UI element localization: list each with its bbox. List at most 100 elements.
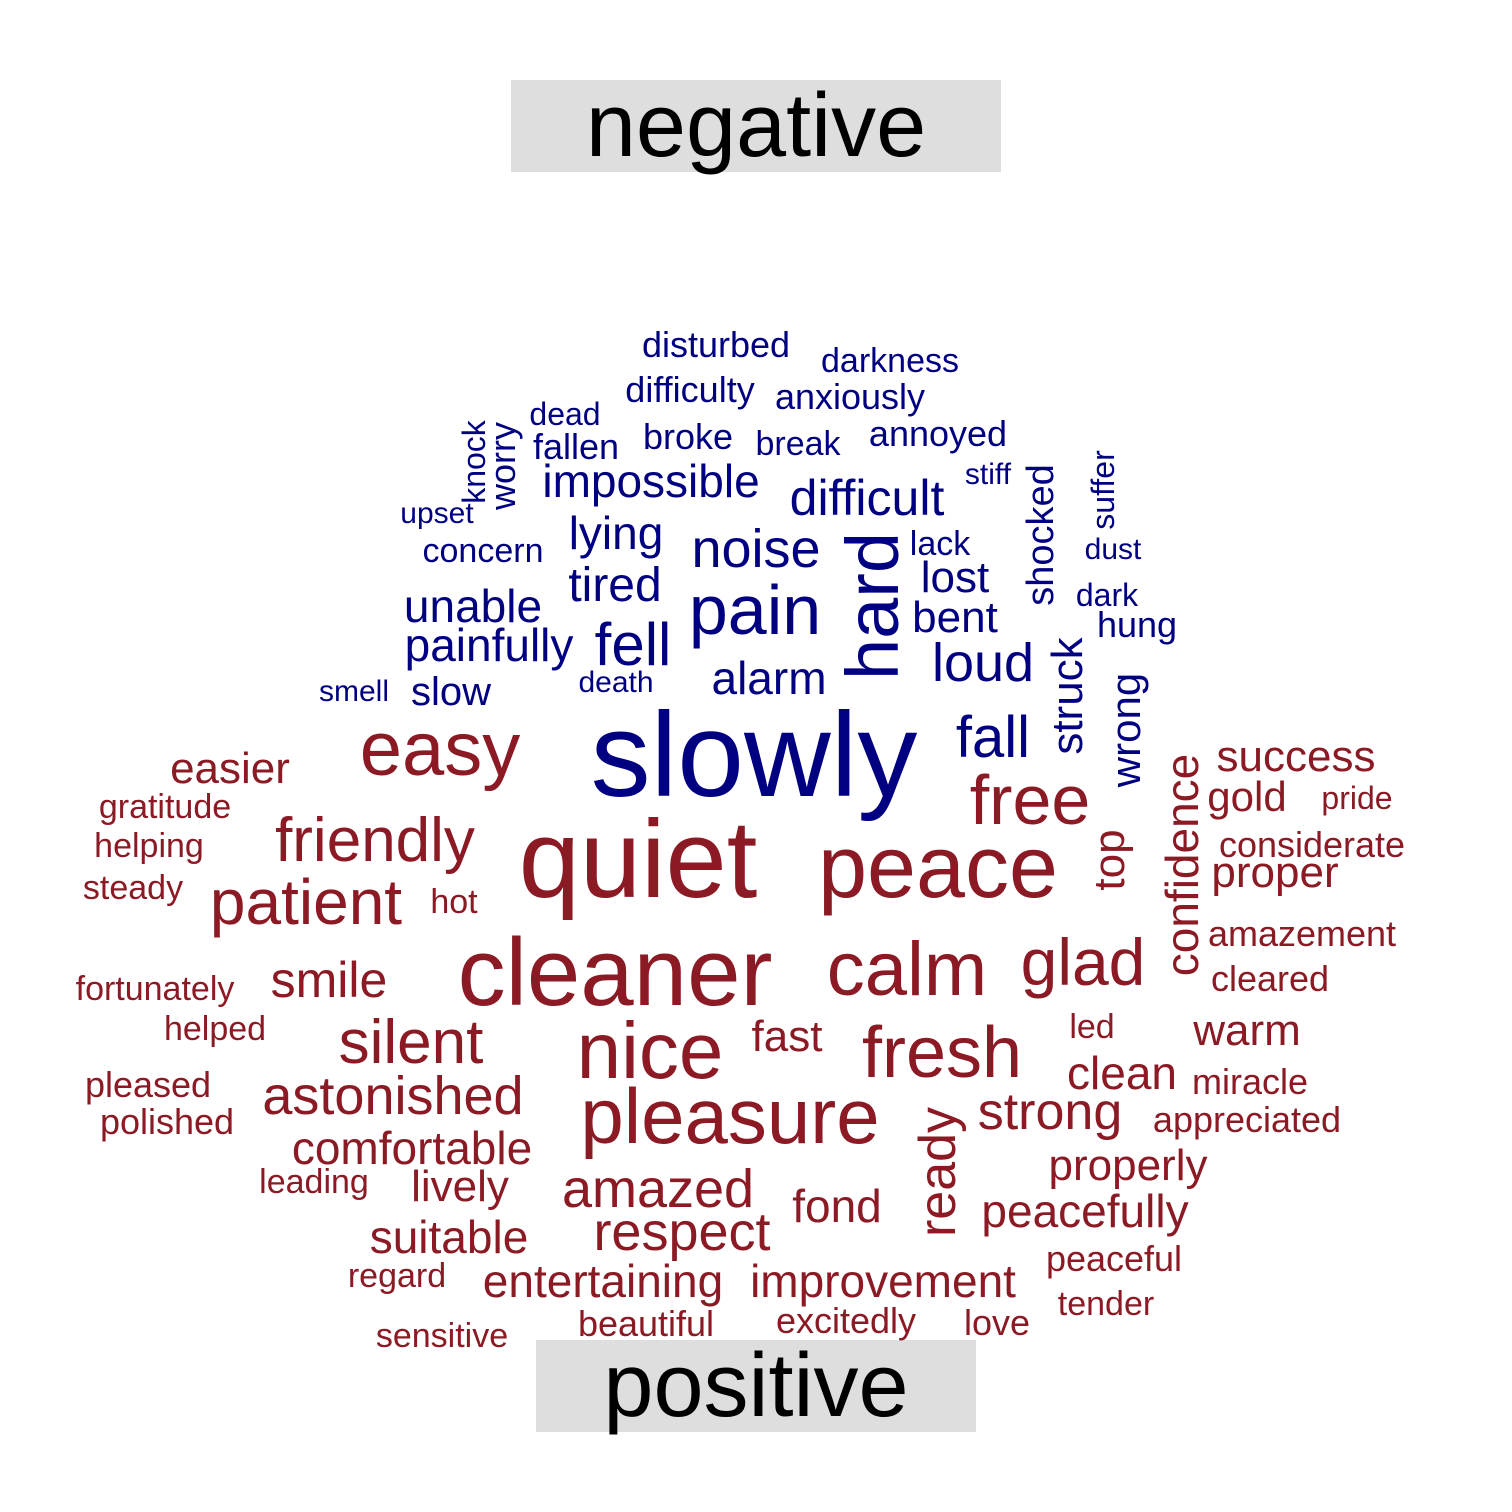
word-negative-pain: pain <box>688 571 822 649</box>
word-negative-death: death <box>578 666 654 699</box>
word-positive-silent: silent <box>338 1008 484 1077</box>
negative-label-box: negative <box>511 80 1001 172</box>
word-positive-clean: clean <box>1067 1047 1177 1099</box>
word-negative-slowly: slowly <box>590 688 918 822</box>
word-negative-slow: slow <box>410 670 492 714</box>
word-positive-nice: nice <box>576 1006 724 1095</box>
word-positive-smile: smile <box>270 952 388 1008</box>
word-negative-fallen: fallen <box>532 426 620 467</box>
word-negative-bent: bent <box>912 593 998 642</box>
word-negative-loud: loud <box>931 633 1035 693</box>
positive-label: positive <box>603 1336 909 1436</box>
word-positive-considerate: considerate <box>1218 824 1406 865</box>
word-positive-peacefully: peacefully <box>981 1185 1189 1237</box>
word-negative-wrong: wrong <box>1102 672 1149 788</box>
word-positive-regard: regard <box>347 1257 447 1295</box>
word-positive-pride: pride <box>1321 780 1393 816</box>
word-positive-helping: helping <box>94 827 204 865</box>
word-negative-dust: dust <box>1084 533 1142 566</box>
word-negative-difficult: difficult <box>789 470 945 526</box>
word-negative-suffer: suffer <box>1085 450 1121 530</box>
word-negative-painfully: painfully <box>404 619 574 671</box>
word-negative-hung: hung <box>1096 604 1178 645</box>
word-positive-excitedly: excitedly <box>775 1300 917 1341</box>
word-positive-improvement: improvement <box>750 1255 1016 1307</box>
word-positive-ready: ready <box>909 1106 967 1238</box>
word-negative-hard: hard <box>831 531 914 681</box>
word-positive-cleared: cleared <box>1210 958 1330 999</box>
word-negative-dead: dead <box>529 396 601 432</box>
word-positive-easier: easier <box>170 744 290 793</box>
word-negative-tired: tired <box>568 559 662 612</box>
negative-label: negative <box>585 76 927 176</box>
word-negative-lying: lying <box>568 507 664 559</box>
word-negative-noise: noise <box>691 519 821 579</box>
word-negative-alarm: alarm <box>711 652 827 704</box>
word-positive-strong: strong <box>977 1083 1123 1141</box>
word-positive-steady: steady <box>82 869 184 907</box>
word-positive-friendly: friendly <box>275 806 475 875</box>
word-positive-properly: properly <box>1048 1141 1208 1190</box>
word-positive-fresh: fresh <box>861 1013 1023 1093</box>
word-positive-confidence: confidence <box>1156 753 1208 977</box>
word-negative-difficulty: difficulty <box>625 369 755 410</box>
word-positive-success: success <box>1216 732 1376 781</box>
word-positive-led: led <box>1069 1008 1115 1046</box>
word-positive-easy: easy <box>359 707 521 792</box>
word-positive-top: top <box>1085 829 1134 891</box>
word-positive-cleaner: cleaner <box>457 919 773 1026</box>
word-negative-anxiously: anxiously <box>774 376 926 417</box>
word-negative-annoyed: annoyed <box>868 413 1008 454</box>
word-positive-hot: hot <box>430 883 478 921</box>
word-positive-patient: patient <box>209 866 403 938</box>
word-negative-struck: struck <box>1043 637 1092 755</box>
word-negative-broke: broke <box>642 416 734 457</box>
word-positive-pleasure: pleasure <box>580 1072 880 1160</box>
word-positive-peaceful: peaceful <box>1045 1238 1183 1279</box>
word-positive-proper: proper <box>1211 848 1339 897</box>
word-positive-fond: fond <box>792 1180 882 1232</box>
word-positive-entertaining: entertaining <box>482 1255 724 1307</box>
word-negative-disturbed: disturbed <box>641 324 791 365</box>
word-positive-helped: helped <box>163 1010 267 1048</box>
word-negative-fell: fell <box>594 611 672 678</box>
positive-label-box: positive <box>536 1340 976 1432</box>
word-negative-fall: fall <box>955 705 1031 770</box>
word-negative-lost: lost <box>920 553 990 602</box>
word-positive-lively: lively <box>411 1162 509 1211</box>
word-negative-shocked: shocked <box>1020 464 1062 606</box>
word-positive-fast: fast <box>751 1012 823 1061</box>
word-negative-worry: worry <box>482 422 523 510</box>
word-positive-glad: glad <box>1020 925 1146 999</box>
word-positive-gold: gold <box>1207 773 1287 820</box>
word-positive-fortunately: fortunately <box>75 970 235 1008</box>
word-negative-darkness: darkness <box>821 342 959 380</box>
word-positive-respect: respect <box>593 1202 771 1262</box>
word-negative-dark: dark <box>1075 577 1139 613</box>
word-positive-leading: leading <box>259 1163 369 1201</box>
word-positive-pleased: pleased <box>84 1064 212 1105</box>
word-negative-unable: unable <box>403 580 543 632</box>
word-positive-sensitive: sensitive <box>375 1317 509 1355</box>
word-negative-lack: lack <box>909 525 971 563</box>
word-positive-warm: warm <box>1193 1006 1301 1055</box>
word-positive-suitable: suitable <box>369 1211 529 1263</box>
word-positive-appreciated: appreciated <box>1152 1099 1342 1140</box>
word-positive-beautiful: beautiful <box>577 1303 715 1344</box>
word-positive-quiet: quiet <box>518 798 758 921</box>
word-negative-smell: smell <box>318 675 390 708</box>
word-positive-peace: peace <box>818 817 1058 916</box>
word-positive-calm: calm <box>826 927 988 1012</box>
word-positive-miracle: miracle <box>1191 1061 1309 1102</box>
word-negative-stiff: stiff <box>964 458 1012 491</box>
word-negative-upset: upset <box>400 497 474 530</box>
word-positive-polished: polished <box>99 1101 235 1142</box>
word-negative-concern: concern <box>422 532 544 570</box>
word-negative-impossible: impossible <box>542 455 760 507</box>
word-positive-free: free <box>969 761 1091 839</box>
word-positive-gratitude: gratitude <box>98 788 232 826</box>
word-positive-astonished: astonished <box>262 1066 524 1126</box>
word-negative-break: break <box>755 425 841 463</box>
word-positive-amazed: amazed <box>561 1159 755 1219</box>
